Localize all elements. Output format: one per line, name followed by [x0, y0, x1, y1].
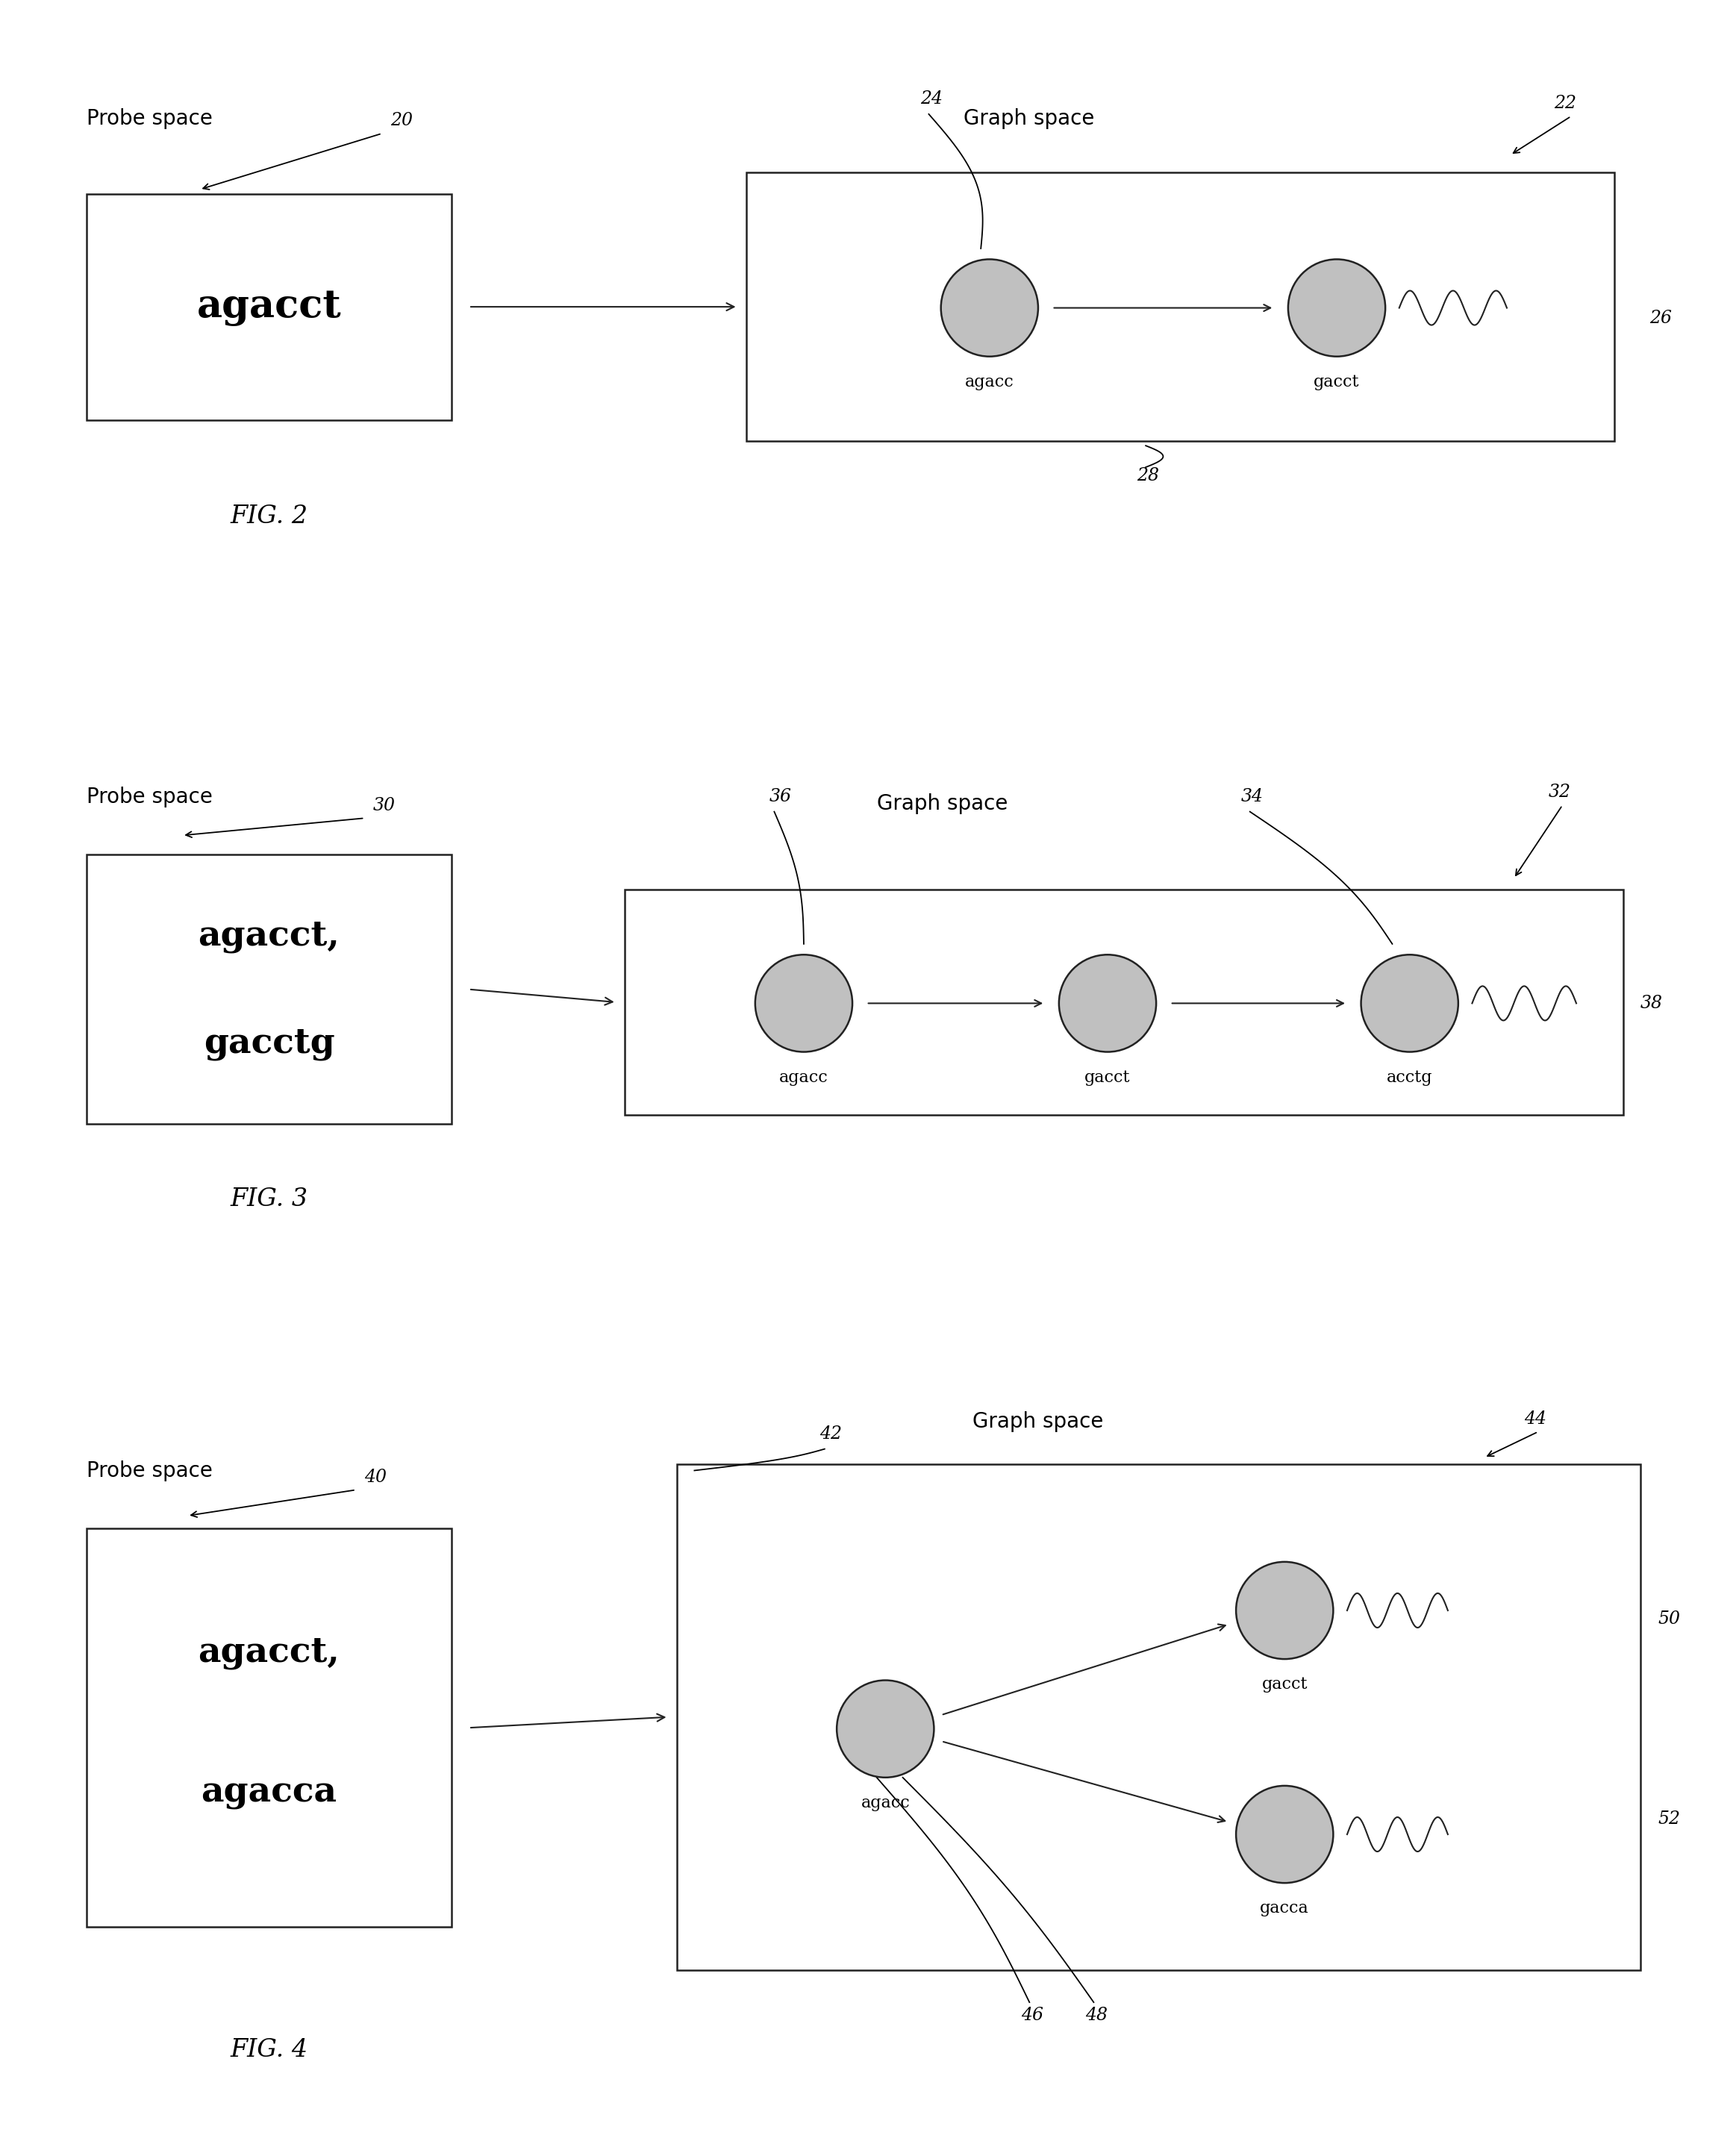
- Text: 20: 20: [391, 112, 413, 129]
- Text: 28: 28: [1137, 467, 1160, 484]
- Text: 40: 40: [365, 1468, 387, 1486]
- Bar: [625, 889, 1623, 1115]
- Ellipse shape: [1236, 1785, 1333, 1884]
- Text: 30: 30: [373, 797, 396, 814]
- Text: gacca: gacca: [1260, 1901, 1309, 1916]
- Text: gacct: gacct: [1314, 375, 1359, 390]
- Text: 52: 52: [1658, 1811, 1680, 1828]
- Ellipse shape: [1361, 954, 1458, 1053]
- Bar: [677, 1464, 1641, 1970]
- Text: Probe space: Probe space: [87, 108, 214, 129]
- Text: 42: 42: [819, 1425, 842, 1443]
- Text: 38: 38: [1641, 995, 1663, 1012]
- Text: acctg: acctg: [1387, 1070, 1432, 1085]
- Ellipse shape: [755, 954, 852, 1053]
- Ellipse shape: [1288, 258, 1385, 357]
- Text: Probe space: Probe space: [87, 1460, 214, 1481]
- Text: FIG. 2: FIG. 2: [231, 504, 307, 530]
- Text: 34: 34: [1241, 788, 1264, 805]
- Text: 44: 44: [1524, 1410, 1547, 1427]
- Text: agacc: agacc: [779, 1070, 828, 1085]
- Text: agacc: agacc: [861, 1796, 910, 1811]
- Ellipse shape: [1236, 1561, 1333, 1660]
- Text: 46: 46: [1021, 2007, 1043, 2024]
- Text: 50: 50: [1658, 1610, 1680, 1628]
- Text: Graph space: Graph space: [972, 1410, 1102, 1432]
- Text: Probe space: Probe space: [87, 786, 214, 807]
- Bar: [746, 172, 1614, 441]
- Text: agacct,: agacct,: [198, 919, 340, 952]
- Text: gacctg: gacctg: [203, 1027, 335, 1059]
- Text: agacct,: agacct,: [198, 1636, 340, 1669]
- Text: agacca: agacca: [201, 1776, 337, 1809]
- Text: 36: 36: [769, 788, 792, 805]
- Text: 22: 22: [1554, 95, 1576, 112]
- Text: FIG. 4: FIG. 4: [231, 2037, 307, 2063]
- Text: gacct: gacct: [1085, 1070, 1130, 1085]
- Text: 32: 32: [1549, 784, 1571, 801]
- Bar: [87, 194, 451, 420]
- Text: 24: 24: [920, 90, 943, 108]
- Text: 26: 26: [1649, 310, 1672, 327]
- Bar: [87, 1529, 451, 1927]
- Text: Graph space: Graph space: [877, 792, 1007, 814]
- Ellipse shape: [941, 258, 1038, 357]
- Text: agacct: agacct: [196, 289, 342, 325]
- Text: Graph space: Graph space: [963, 108, 1094, 129]
- Text: agacc: agacc: [965, 375, 1014, 390]
- Bar: [87, 855, 451, 1124]
- Text: FIG. 3: FIG. 3: [231, 1186, 307, 1212]
- Ellipse shape: [1059, 954, 1156, 1053]
- Ellipse shape: [837, 1679, 934, 1778]
- Text: gacct: gacct: [1262, 1677, 1307, 1692]
- Text: 48: 48: [1085, 2007, 1108, 2024]
